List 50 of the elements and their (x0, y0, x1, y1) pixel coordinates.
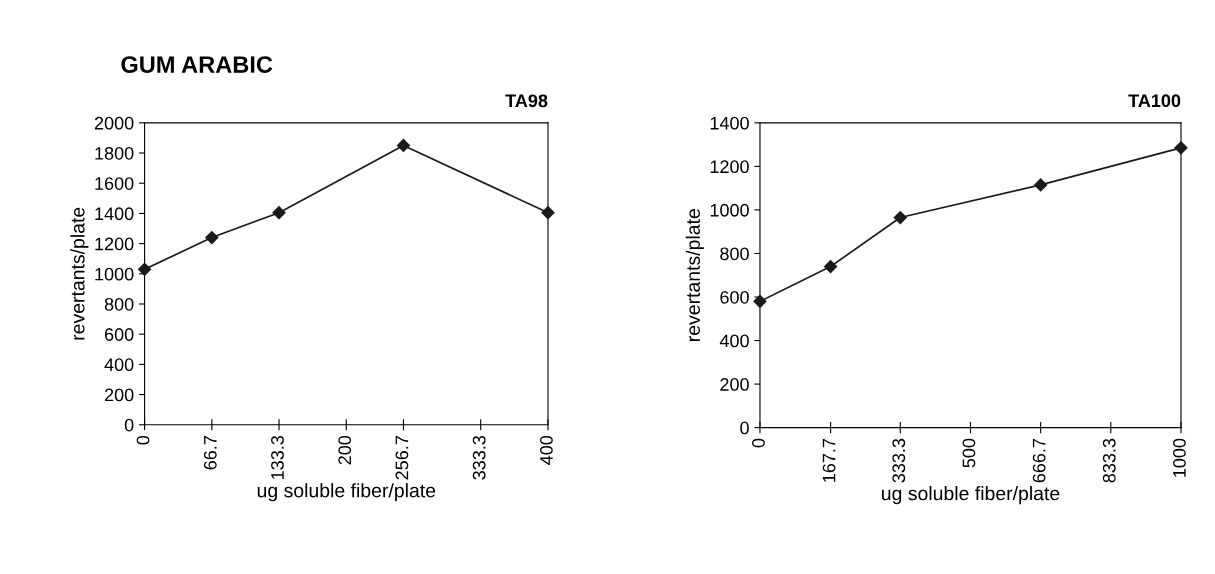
y-tick-label: 400 (104, 358, 134, 372)
y-tick-label: 1800 (95, 146, 134, 160)
x-tick-label: 666.7 (1032, 438, 1046, 483)
y-tick-label: 200 (720, 378, 749, 391)
y-tick-label: 1200 (95, 237, 134, 251)
y-axis-title: revertants/plate (70, 207, 89, 340)
chart-subtitle: TA98 (505, 94, 548, 108)
x-tick-label: 256.7 (395, 436, 409, 480)
y-tick-label: 600 (104, 328, 134, 341)
y-tick-label: 1400 (710, 116, 749, 130)
point (541, 206, 555, 220)
point (753, 294, 767, 308)
y-axis-title: revertants/plate (685, 209, 704, 341)
point (893, 210, 907, 225)
chart-title: GUM ARABIC (121, 56, 273, 73)
y-tick-label: 1200 (710, 160, 749, 174)
y-tick-label: 400 (719, 334, 749, 348)
x-tick-label: 333.3 (472, 435, 486, 480)
x-tick-label: 200 (338, 435, 352, 465)
y-tick-label: 600 (720, 290, 749, 304)
y-tick-label: 1400 (95, 207, 134, 221)
chart-subtitle: TA100 (1128, 94, 1181, 108)
x-tick-label: 0 (136, 435, 150, 445)
y-tick-label: 0 (740, 421, 749, 435)
x-tick-label: 833.3 (1102, 438, 1116, 483)
x-axis-title: ug soluble fiber/plate (882, 486, 1060, 505)
x-tick-label: 333.3 (892, 438, 906, 483)
y-tick-label: 1600 (95, 177, 134, 190)
point (823, 259, 838, 274)
point (1034, 178, 1048, 192)
y-tick-label: 800 (720, 247, 749, 261)
x-tick-label: 400 (540, 435, 553, 465)
point (272, 206, 286, 220)
y-tick-label: 2000 (94, 116, 134, 130)
y-tick-label: 800 (104, 297, 134, 311)
point (137, 262, 152, 276)
x-tick-label: 0 (752, 438, 765, 448)
x-axis-title: ug soluble fiber/plate (257, 483, 436, 502)
point (396, 138, 411, 153)
x-tick-label: 133.3 (271, 435, 284, 479)
y-tick-label: 200 (104, 388, 134, 402)
y-tick-label: 1000 (710, 203, 749, 217)
x-tick-label: 167.7 (822, 438, 836, 482)
y-tick-label: 1000 (95, 267, 134, 281)
point (205, 230, 219, 245)
x-tick-label: 66.7 (203, 436, 217, 470)
y-tick-label: 0 (124, 418, 134, 432)
x-tick-label: 500 (962, 438, 976, 468)
x-tick-label: 1000 (1173, 438, 1186, 477)
point (1174, 141, 1188, 155)
